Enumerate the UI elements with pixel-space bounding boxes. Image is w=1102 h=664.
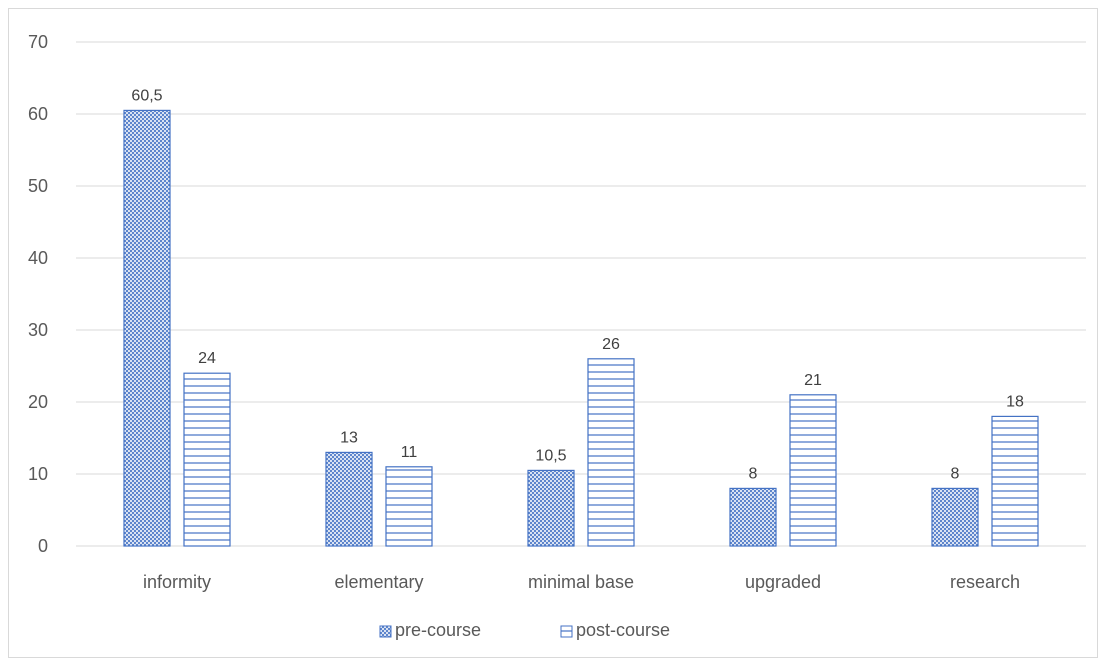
data-label-pre-course: 13 — [340, 429, 358, 446]
data-label-post-course: 11 — [401, 444, 418, 461]
bar-post-course — [991, 415, 1039, 547]
data-label-post-course: 24 — [198, 350, 216, 367]
data-labels: 60,5 24 13 11 10,5 26 8 21 8 18 — [131, 87, 1024, 482]
y-tick-label: 70 — [28, 32, 48, 52]
data-label-post-course: 26 — [602, 336, 620, 353]
y-tick-label: 30 — [28, 320, 48, 340]
bar-pre-course — [931, 487, 979, 547]
bar-post-course — [587, 358, 635, 547]
x-tick-label: elementary — [334, 572, 423, 592]
x-tick-label: upgraded — [745, 572, 821, 592]
data-label-post-course: 21 — [804, 372, 822, 389]
y-tick-label: 10 — [28, 464, 48, 484]
legend-swatch-post-course — [560, 625, 573, 638]
x-tick-label: minimal base — [528, 572, 634, 592]
chart-frame: 0 10 20 30 40 50 60 70 60,5 24 13 11 10,5 26 8 21 8 18 i… — [8, 8, 1098, 658]
bar-post-course — [385, 466, 433, 547]
y-tick-label: 20 — [28, 392, 48, 412]
gridlines — [76, 41, 1086, 547]
data-label-pre-course: 8 — [749, 465, 758, 482]
data-label-pre-course: 8 — [951, 465, 960, 482]
data-label-pre-course: 60,5 — [131, 87, 162, 104]
y-tick-label: 40 — [28, 248, 48, 268]
data-label-post-course: 18 — [1006, 393, 1024, 410]
y-tick-label: 50 — [28, 176, 48, 196]
legend-swatch-pre-course — [379, 625, 392, 638]
bar-pre-course — [123, 109, 171, 547]
x-axis-tick-labels: informity elementary minimal base upgraded r… — [143, 572, 1020, 592]
legend-label-post-course: post-course — [576, 620, 670, 640]
y-tick-label: 0 — [38, 536, 48, 556]
y-tick-label: 60 — [28, 104, 48, 124]
legend-label-pre-course: pre-course — [395, 620, 481, 640]
x-tick-label: informity — [143, 572, 211, 592]
y-axis-tick-labels: 0 10 20 30 40 50 60 70 — [28, 32, 48, 556]
bar-post-course — [183, 372, 231, 547]
bar-pre-course — [325, 451, 373, 547]
x-tick-label: research — [950, 572, 1020, 592]
bar-chart: 0 10 20 30 40 50 60 70 60,5 24 13 11 10,5 26 8 21 8 18 i… — [28, 32, 1086, 640]
bar-pre-course — [527, 469, 575, 547]
bar-pre-course — [729, 487, 777, 547]
bars — [123, 109, 1039, 547]
data-label-pre-course: 10,5 — [535, 447, 566, 464]
bar-post-course — [789, 394, 837, 547]
legend: pre-course post-course — [379, 620, 670, 640]
